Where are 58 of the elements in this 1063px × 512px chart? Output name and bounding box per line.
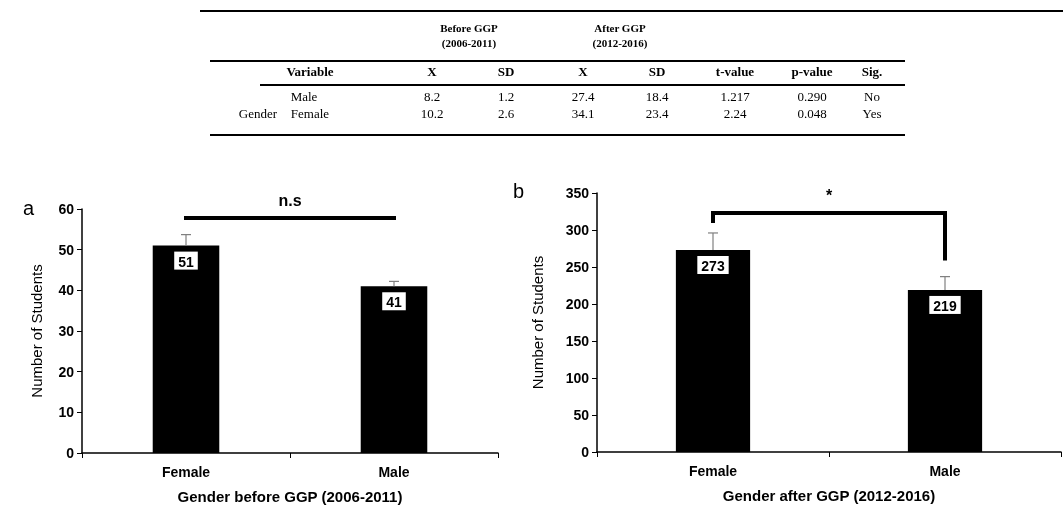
chart-title: b: [513, 180, 525, 202]
x-axis-title: Gender before GGP (2006-2011): [177, 488, 403, 505]
y-axis-title: Number of Students: [28, 264, 45, 398]
text: t-value: [715, 64, 755, 80]
y-tick-label: 60: [58, 201, 75, 217]
text: Sig.: [861, 64, 883, 80]
data-label: 41: [386, 294, 402, 311]
text: 1.2: [497, 89, 515, 105]
text: 2.6: [497, 106, 515, 122]
text: 23.4: [645, 106, 669, 122]
text: n.s: [278, 192, 302, 210]
data-label: 51: [178, 253, 194, 270]
text: Before GGP (2006-2011): [439, 21, 499, 51]
text: Gender: [238, 106, 278, 122]
y-tick-label: 100: [565, 370, 590, 386]
y-tick-label: 250: [565, 259, 590, 275]
text: 8.2: [423, 89, 441, 105]
annotation: *: [825, 187, 833, 205]
text: p-value: [791, 64, 833, 80]
text: X: [427, 64, 437, 80]
text: 27.4: [571, 89, 595, 105]
y-tick-label: 50: [58, 241, 75, 258]
text: Male: [290, 89, 318, 105]
text: Yes: [862, 106, 882, 122]
x-tick-label: Male: [378, 464, 410, 480]
chart-title: a: [23, 197, 35, 219]
y-tick-label: 350: [565, 185, 590, 201]
text: SD: [648, 64, 666, 80]
y-tick-label: 300: [565, 222, 590, 238]
text: 0.290: [797, 89, 827, 105]
y-tick-label: 0: [581, 444, 590, 460]
y-tick-label: 20: [58, 363, 75, 380]
data-label: 219: [933, 297, 957, 314]
text: 18.4: [645, 89, 669, 105]
text: 34.1: [571, 106, 595, 122]
x-axis-title: Gender after GGP (2012-2016): [722, 487, 936, 504]
x-tick-label: Male: [929, 463, 961, 479]
text: SD: [497, 64, 515, 80]
y-tick-label: 200: [565, 296, 590, 312]
y-tick-label: 50: [573, 407, 590, 423]
text: Variable: [286, 64, 334, 80]
text: Female: [290, 106, 330, 122]
text: 10.2: [420, 106, 444, 122]
x-tick-label: Female: [161, 464, 211, 480]
y-axis-title: Number of Students: [529, 255, 546, 390]
text: No: [864, 89, 880, 105]
text: 0.048: [797, 106, 827, 122]
text: 1.217: [720, 89, 750, 105]
y-tick-label: 30: [58, 323, 75, 339]
text: X: [578, 64, 588, 80]
y-tick-label: 10: [58, 404, 75, 421]
text: 2.24: [723, 106, 747, 122]
y-tick-label: 0: [66, 445, 75, 461]
y-tick-label: 40: [58, 282, 75, 299]
text: After GGP (2012-2016): [591, 21, 649, 51]
y-tick-label: 150: [565, 333, 590, 349]
x-tick-label: Female: [688, 463, 738, 479]
data-label: 273: [701, 257, 725, 274]
